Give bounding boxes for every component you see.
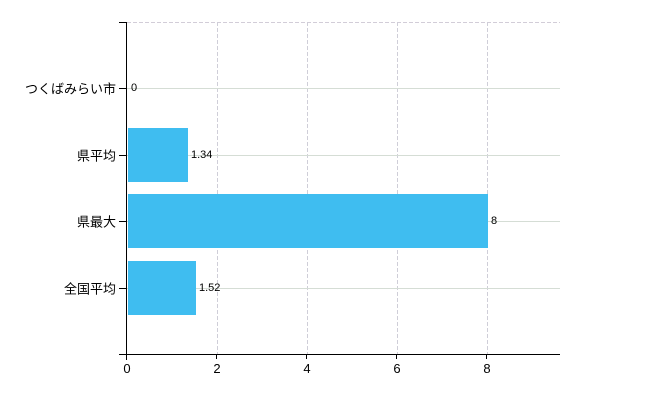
y-axis-top-tick (119, 22, 127, 23)
x-axis-tick (126, 354, 127, 359)
x-tick-label: 6 (393, 361, 401, 376)
value-label: 1.52 (199, 282, 221, 294)
horizontal-gridline (127, 88, 560, 89)
x-axis-tick (396, 354, 397, 359)
bar (128, 261, 196, 315)
y-axis-tick (119, 221, 127, 222)
x-axis-tick (486, 354, 487, 359)
x-axis-tick (306, 354, 307, 359)
plot-top-border (127, 22, 560, 23)
x-tick-label: 0 (123, 361, 131, 376)
value-label: 0 (131, 82, 138, 94)
horizontal-gridline (127, 288, 560, 289)
category-label: 全国平均 (63, 281, 116, 297)
vertical-gridline (217, 22, 218, 354)
category-label: 県平均 (76, 148, 116, 164)
x-axis-tick (216, 354, 217, 359)
vertical-gridline (487, 22, 488, 354)
y-axis (126, 22, 127, 360)
vertical-gridline (397, 22, 398, 354)
y-axis-tick (119, 288, 127, 289)
y-axis-tick (119, 155, 127, 156)
vertical-gridline (307, 22, 308, 354)
category-label: つくばみらい市 (24, 81, 116, 97)
y-axis-tick (119, 88, 127, 89)
horizontal-gridline (127, 155, 560, 156)
bar (128, 194, 488, 248)
value-label: 8 (491, 215, 498, 227)
x-tick-label: 8 (483, 361, 491, 376)
x-axis (119, 354, 560, 355)
value-label: 1.34 (191, 149, 213, 161)
category-label: 県最大 (76, 214, 116, 230)
x-tick-label: 4 (303, 361, 311, 376)
x-tick-label: 2 (213, 361, 221, 376)
bar (128, 128, 188, 182)
